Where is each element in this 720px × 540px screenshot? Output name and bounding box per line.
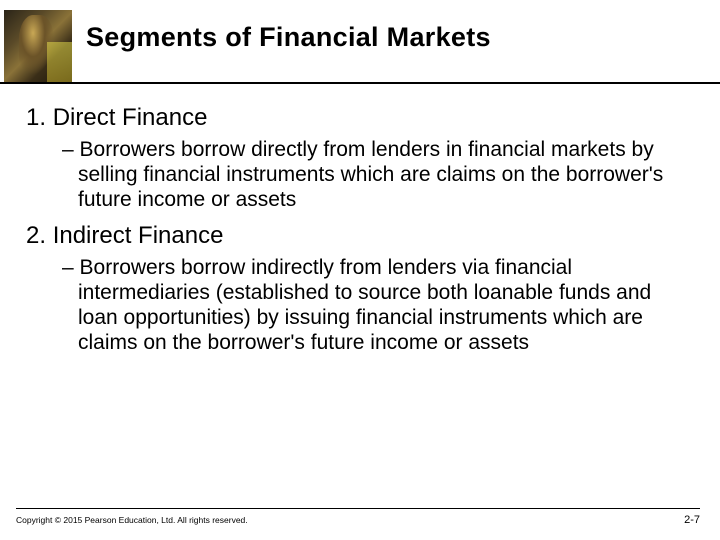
list-item-2-bullet: Borrowers borrow indirectly from lenders… — [26, 256, 696, 355]
list-item-2-heading: 2. Indirect Finance — [26, 222, 696, 250]
list-heading: Direct Finance — [53, 104, 208, 131]
decorative-thumbnail — [4, 10, 72, 82]
list-number: 1. — [26, 104, 46, 131]
slide-body: 1. Direct Finance Borrowers borrow direc… — [0, 82, 720, 355]
list-item-1-bullet: Borrowers borrow directly from lenders i… — [26, 138, 696, 212]
slide-footer: Copyright © 2015 Pearson Education, Ltd.… — [0, 508, 720, 526]
footer-rule — [16, 508, 700, 509]
page-number: 2-7 — [684, 514, 700, 526]
copyright-text: Copyright © 2015 Pearson Education, Ltd.… — [16, 515, 248, 525]
slide-title: Segments of Financial Markets — [86, 22, 491, 53]
title-rule — [0, 82, 720, 84]
list-number: 2. — [26, 222, 46, 249]
list-item-1-heading: 1. Direct Finance — [26, 104, 696, 132]
list-heading: Indirect Finance — [53, 222, 224, 249]
